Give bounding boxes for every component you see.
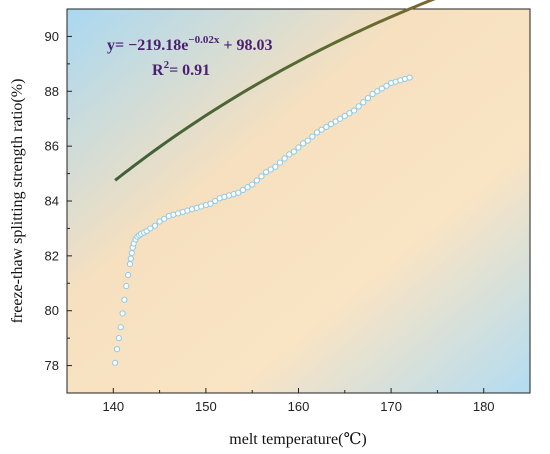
data-point [346,110,353,117]
data-point [276,159,284,166]
data-point [112,359,119,366]
fit-equation-tail: + 98.03 [219,37,272,54]
data-point [267,166,274,173]
data-point [127,255,134,262]
data-point [406,74,413,81]
y-axis-title: freeze-thaw splitting strength ratio(%) [9,79,26,324]
data-point [262,169,270,176]
data-point [128,250,135,257]
fit-curve [114,0,436,182]
data-point [360,99,367,106]
data-point [295,144,302,151]
data-point [119,310,126,317]
y-tick-label: 88 [45,84,59,99]
x-axis: 140 150 160 170 180 [66,388,531,414]
data-point [327,121,335,128]
x-tick-label: 160 [288,399,310,414]
data-point [383,82,390,89]
data-point [332,118,339,125]
x-axis-title: melt temperature(℃) [229,431,366,448]
data-point [121,296,128,303]
fit-equation-main: y= −219.18e [107,37,188,54]
data-point [113,346,121,353]
data-point [355,103,362,110]
y-axis: 78 80 82 84 86 88 90 [45,8,72,394]
r-squared-superscript: 2 [164,59,170,71]
x-tick-label: 170 [380,399,402,414]
y-tick-label: 90 [45,29,59,44]
x-tick-label: 140 [102,399,124,414]
data-point [286,151,293,158]
data-point [323,123,330,131]
r-squared-value: = 0.91 [169,62,210,79]
data-point [239,186,247,194]
plot-background [67,9,530,393]
data-point [212,197,219,205]
y-tick-label: 86 [45,139,59,154]
data-point [304,137,311,144]
data-point [115,335,122,342]
data-point [253,177,260,184]
data-point [337,115,344,122]
r-squared-prefix: R [152,62,164,79]
x-tick-label: 180 [473,399,495,414]
data-point [281,155,288,162]
data-point [272,163,279,170]
y-tick-label: 82 [45,248,59,263]
data-point [123,282,130,290]
data-point [151,222,159,229]
fit-equation-exponent: −0.02x [188,34,220,46]
data-point [309,133,316,140]
data-point [318,126,325,133]
data-point [258,173,265,180]
data-point [126,260,134,268]
fit-equation: y= −219.18e−0.02x + 98.03 [107,34,273,54]
data-point [244,184,251,191]
data-point [125,271,132,279]
data-point [161,215,168,222]
data-point [290,148,297,155]
data-point [364,95,372,102]
y-tick-label: 84 [45,194,59,209]
data-point [156,218,163,225]
data-point [369,90,376,98]
data-point [313,129,321,136]
data-point [378,85,385,92]
data-point [235,189,242,196]
data-point [117,324,124,331]
data-point [374,88,381,95]
r-squared: R2= 0.91 [152,59,210,79]
y-tick-label: 78 [45,358,59,373]
x-tick-label: 150 [195,399,217,414]
data-point [350,107,358,114]
data-point [207,200,214,207]
scatter-points [112,74,413,366]
data-point [147,225,154,232]
data-point [300,140,307,147]
data-point [341,112,348,120]
data-point [249,181,256,188]
y-tick-label: 80 [45,303,59,318]
